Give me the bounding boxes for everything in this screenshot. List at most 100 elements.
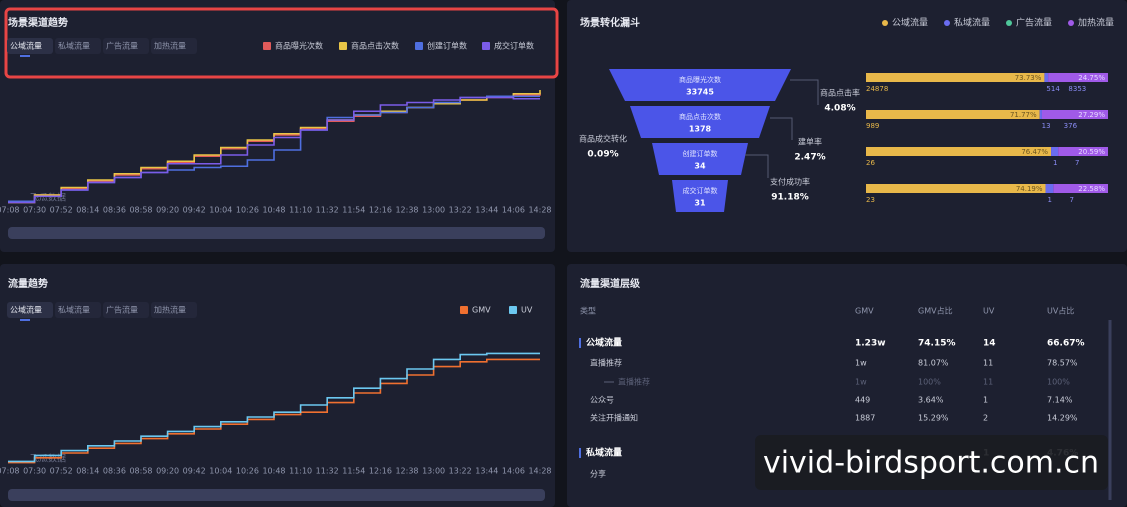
- x-tick-label: 12:16: [369, 467, 392, 476]
- legend-swatch: [460, 306, 468, 314]
- highlight-box: [4, 7, 559, 79]
- panel-title: 流量趋势: [8, 277, 48, 290]
- table-cell: 私域流量: [585, 447, 622, 459]
- tab[interactable]: [55, 38, 101, 54]
- bar-value: 13: [1042, 122, 1051, 130]
- table-cell: 100%: [1047, 378, 1070, 387]
- bar-public: [866, 147, 1052, 156]
- tab-label[interactable]: 广告流量: [106, 305, 138, 315]
- bar-pct: 71.77%: [1010, 111, 1037, 119]
- table-cell: 1887: [855, 414, 875, 423]
- table-cell: 100%: [918, 378, 941, 387]
- funnel-stage: [609, 69, 791, 101]
- stage-label: 成交订单数: [683, 186, 718, 195]
- tab[interactable]: [151, 38, 197, 54]
- bar-public: [866, 110, 1040, 119]
- x-tick-label: 12:38: [395, 467, 418, 476]
- legend-label: 公域流量: [892, 17, 928, 29]
- legend-dot: [1006, 20, 1012, 26]
- watermark-bg: [755, 435, 1108, 490]
- x-tick-label: 14:28: [528, 467, 551, 476]
- panel-title: 场景渠道趋势: [8, 16, 68, 29]
- x-tick-label: 08:14: [76, 206, 99, 215]
- table-cell: 74.15%: [918, 339, 956, 349]
- x-tick-label: 08:36: [103, 467, 126, 476]
- x-tick-label: 11:54: [342, 206, 365, 215]
- bar-pct: 74.19%: [1016, 185, 1043, 193]
- table-cell: 直播推荐: [618, 377, 650, 387]
- tab-label[interactable]: 加热流量: [154, 305, 186, 315]
- legend-swatch: [509, 306, 517, 314]
- x-tick-label: 08:58: [129, 467, 152, 476]
- tab-label[interactable]: 加热流量: [154, 41, 186, 51]
- series-line: [8, 352, 540, 463]
- tab[interactable]: [103, 38, 149, 54]
- legend-label: GMV: [472, 306, 491, 315]
- stage-label: 创建订单数: [683, 149, 718, 158]
- x-tick-label: 12:38: [395, 206, 418, 215]
- tab-label[interactable]: 广告流量: [106, 41, 138, 51]
- x-tick-label: 11:54: [342, 467, 365, 476]
- tab-label[interactable]: 公域流量: [10, 305, 42, 315]
- tab[interactable]: [7, 302, 53, 318]
- bar-pct: 22.58%: [1078, 185, 1105, 193]
- tab[interactable]: [151, 302, 197, 318]
- legend-label: UV: [521, 306, 533, 315]
- x-tick-label: 09:20: [156, 206, 179, 215]
- table-cell: 11: [983, 359, 993, 368]
- table-cell: 1w: [855, 378, 867, 387]
- x-tick-label: 13:00: [422, 467, 445, 476]
- table-header: GMV占比: [918, 306, 953, 316]
- bar-pct: 73.73%: [1015, 74, 1042, 82]
- panel: [0, 0, 555, 252]
- x-tick-label: 10:04: [209, 206, 232, 215]
- x-tick-label: 13:22: [449, 467, 472, 476]
- funnel-stage: [652, 143, 748, 175]
- tab[interactable]: [55, 302, 101, 318]
- scrollbar[interactable]: [8, 227, 545, 239]
- x-tick-label: 14:28: [528, 206, 551, 215]
- bar-heat: [1058, 147, 1108, 156]
- legend-label: 商品点击次数: [351, 41, 399, 51]
- table-header: UV占比: [1047, 306, 1074, 316]
- x-tick-label: 07:52: [50, 206, 73, 215]
- tab[interactable]: [103, 302, 149, 318]
- legend-swatch: [339, 42, 347, 50]
- funnel-stage: [630, 106, 770, 138]
- bar-value: 514: [1046, 85, 1060, 93]
- x-tick-label: 07:30: [23, 206, 46, 215]
- x-tick-label: 07:30: [23, 467, 46, 476]
- rate-label: 商品成交转化: [579, 134, 627, 144]
- legend-swatch: [482, 42, 490, 50]
- table-cell: 1.23w: [855, 339, 886, 349]
- stage-value: 34: [694, 162, 706, 171]
- rate-value: 0.09%: [587, 150, 618, 160]
- tab[interactable]: [7, 38, 53, 54]
- x-tick-label: 11:10: [289, 206, 312, 215]
- table-cell: 11: [983, 378, 993, 387]
- x-tick-label: 07:52: [50, 467, 73, 476]
- tab-label[interactable]: 公域流量: [10, 41, 42, 51]
- tab-label[interactable]: 私域流量: [58, 305, 90, 315]
- legend-dot: [882, 20, 888, 26]
- x-tick-label: 08:58: [129, 206, 152, 215]
- bar-pct: 20.59%: [1078, 148, 1105, 156]
- x-tick-label: 08:36: [103, 206, 126, 215]
- x-tick-label: 11:32: [316, 467, 339, 476]
- x-tick-label: 13:44: [475, 467, 498, 476]
- rate-value: 4.08%: [824, 104, 855, 114]
- x-tick-label: 13:44: [475, 206, 498, 215]
- table-header: GMV: [855, 307, 874, 316]
- legend-label: 广告流量: [1016, 17, 1052, 29]
- tab-label[interactable]: 私域流量: [58, 41, 90, 51]
- legend-label: 私域流量: [954, 17, 990, 29]
- bar-pct: 76.47%: [1021, 148, 1048, 156]
- bar-heat: [1053, 184, 1108, 193]
- legend-label: 成交订单数: [494, 41, 534, 51]
- x-tick-label: 08:14: [76, 467, 99, 476]
- legend-label: 加热流量: [1078, 17, 1114, 29]
- scrollbar[interactable]: [8, 489, 545, 501]
- panel: [0, 264, 555, 507]
- table-cell: 81.07%: [918, 359, 949, 368]
- table-cell: 78.57%: [1047, 359, 1078, 368]
